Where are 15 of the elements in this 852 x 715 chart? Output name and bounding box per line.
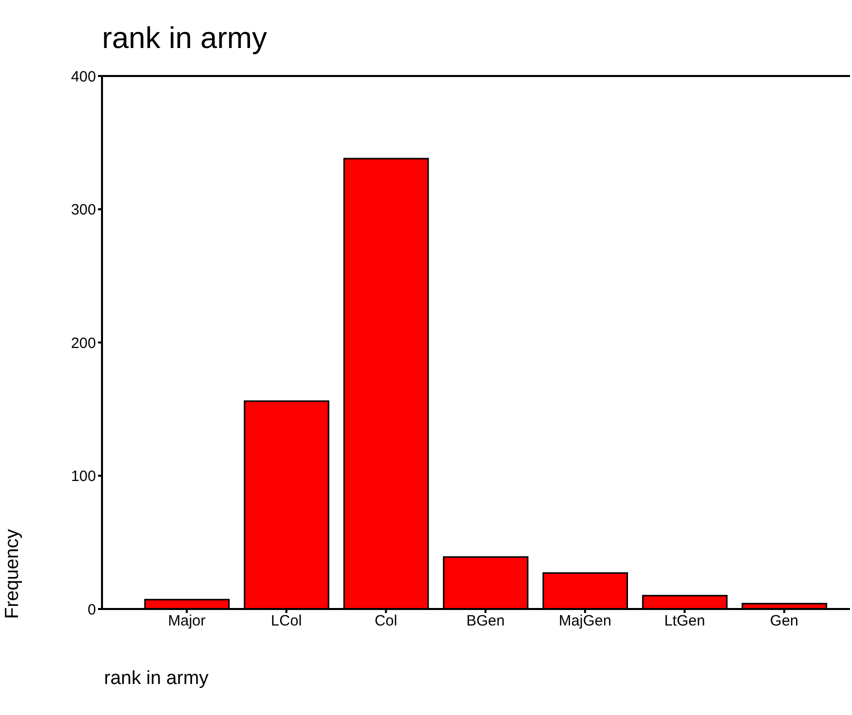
y-axis-title: Frequency	[2, 529, 24, 619]
x-tick-label: MajGen	[558, 612, 612, 630]
y-tick-label: 400	[70, 68, 96, 86]
x-axis-title: rank in army	[104, 668, 209, 690]
y-tick-label: 200	[70, 334, 96, 352]
x-tick-label: LCol	[270, 612, 302, 630]
x-tick-label: LtGen	[664, 612, 706, 630]
y-tick-label: 0	[88, 601, 96, 618]
chart-title: rank in army	[102, 22, 268, 56]
x-tick-label: Gen	[770, 612, 798, 630]
x-tick-label: BGen	[466, 612, 505, 630]
y-tick-label: 100	[70, 468, 96, 486]
x-tick-label: Col	[374, 612, 398, 630]
y-tick-label: 300	[70, 202, 96, 219]
x-tick-label: Major	[168, 612, 206, 630]
